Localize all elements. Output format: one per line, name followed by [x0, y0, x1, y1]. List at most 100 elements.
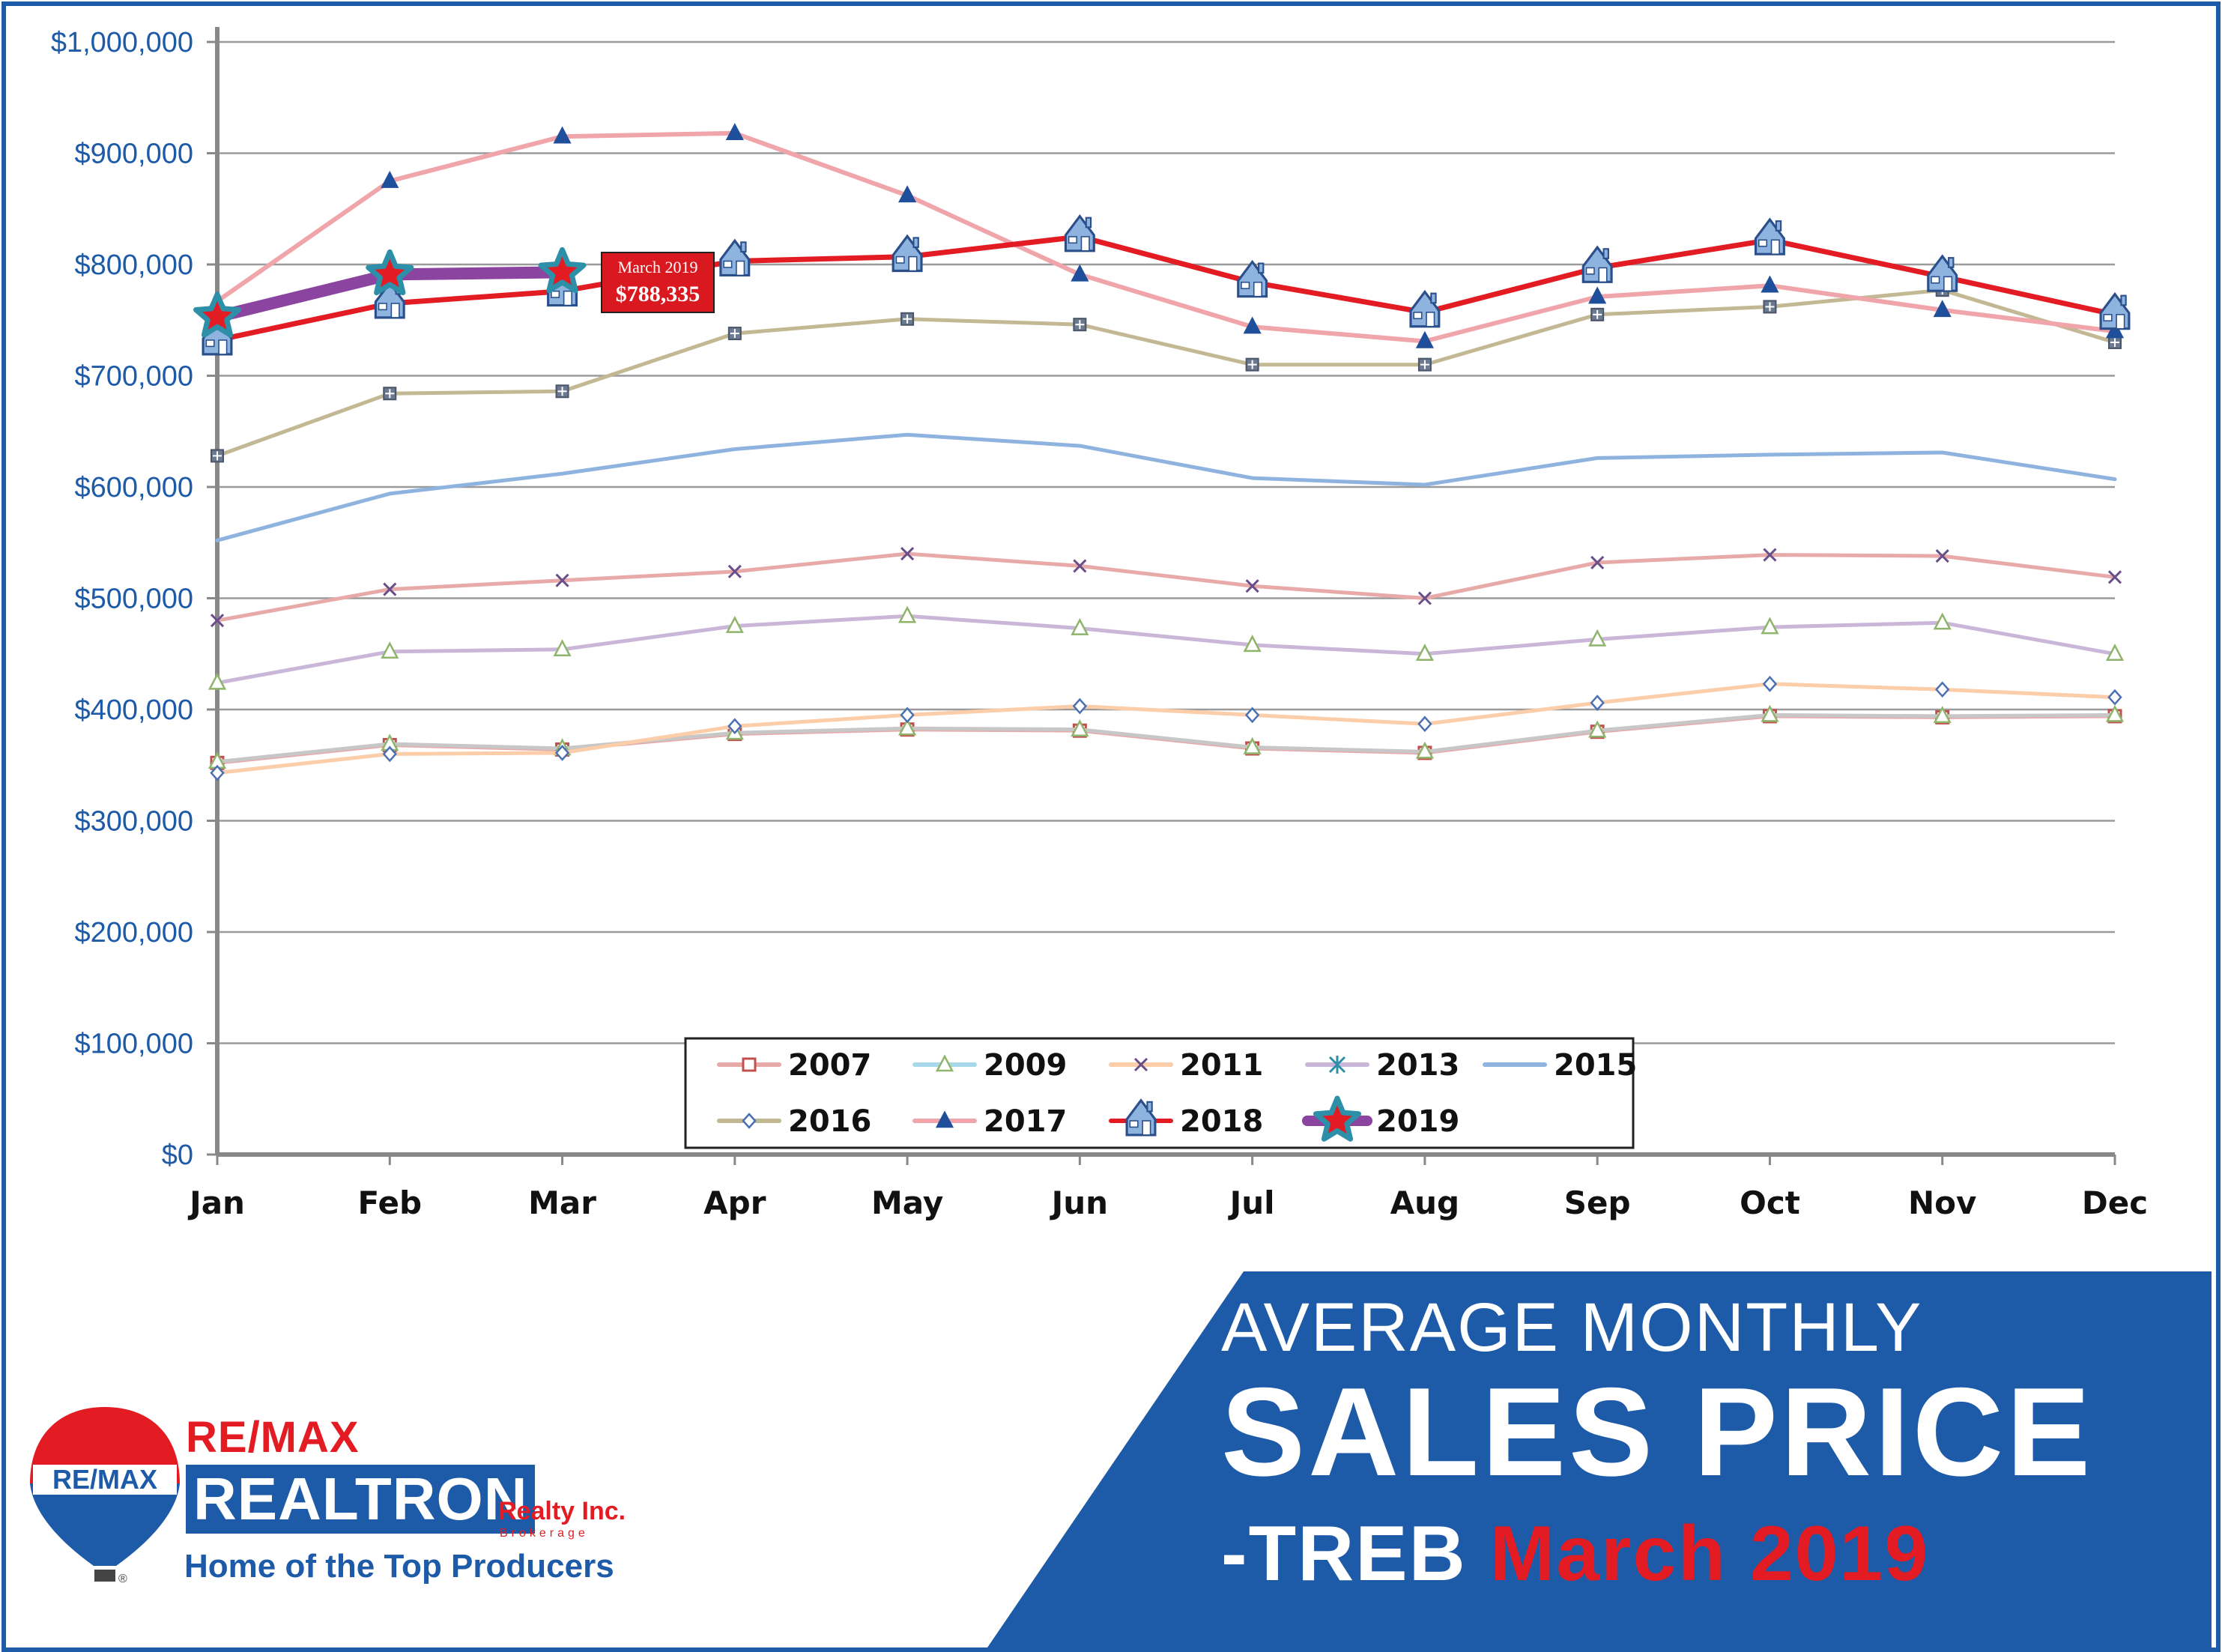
- house-door: [908, 255, 918, 272]
- legend-label: 2017: [984, 1104, 1067, 1139]
- balloon-bottom-blue: [30, 1483, 180, 1566]
- data-point-2018: [898, 185, 917, 203]
- balloon-text: RE/MAX: [52, 1464, 157, 1495]
- data-point-2017-cross: [1075, 320, 1085, 330]
- house-chimney: [1085, 217, 1092, 229]
- series-2017: [211, 283, 2122, 463]
- data-point-2019: [719, 238, 751, 277]
- x-tick-label: Jan: [187, 1184, 245, 1221]
- registered-mark: ®: [118, 1573, 127, 1585]
- data-point-2017-cross: [1247, 360, 1257, 369]
- data-point-2011: [210, 764, 225, 781]
- data-point-2015: [900, 547, 915, 561]
- data-point-2011: [1590, 695, 1605, 711]
- data-point-2018: [2105, 321, 2125, 339]
- x-tick-label: Nov: [1908, 1184, 1976, 1221]
- star-shape: [193, 291, 241, 338]
- house-chimney: [1430, 292, 1437, 304]
- data-point-2009: [1243, 736, 1262, 754]
- house-chimney: [1257, 262, 1265, 274]
- x-stroke: [555, 573, 569, 587]
- data-point-2018: [1588, 286, 1607, 304]
- data-point-2011: [727, 718, 742, 735]
- y-tick-label: $500,000: [75, 584, 194, 615]
- x-tick-label: Mar: [528, 1184, 596, 1221]
- legend-marker: [935, 1110, 954, 1128]
- legend-item-2018: 2018: [1109, 1098, 1263, 1139]
- y-tick-label: $700,000: [75, 361, 194, 393]
- x-stroke: [900, 547, 915, 561]
- legend-marker: [1328, 1056, 1346, 1074]
- data-point-2013: [725, 615, 744, 633]
- data-point-2015: [1935, 549, 1949, 563]
- house-chimney: [1146, 1101, 1153, 1113]
- balloon-middle-white: [33, 1465, 177, 1495]
- data-point-2009: [1761, 704, 1779, 722]
- balloon-basket: [94, 1570, 115, 1582]
- data-point-2019-current: [193, 291, 241, 338]
- data-point-2009: [1933, 706, 1952, 724]
- x-axis-tick-labels: Jan Feb Mar Apr May Jun Jul Aug Sep Oct Nov Dec: [187, 1184, 2148, 1221]
- legend-item-2017: 2017: [912, 1104, 1067, 1139]
- house-window: [1585, 267, 1595, 275]
- data-point-2017-cross: [730, 329, 739, 339]
- star-shape: [538, 246, 587, 294]
- house-door: [1080, 236, 1090, 252]
- data-point-2011: [554, 745, 570, 761]
- grid-lines: [217, 40, 2115, 1044]
- data-point-2019: [1927, 254, 1958, 292]
- data-point-2011: [1417, 715, 1432, 733]
- x-stroke: [1935, 549, 1949, 563]
- title-line-3-prefix: -TREB: [1221, 1510, 1467, 1597]
- balloon-icon: RE/MAX ®: [30, 1407, 180, 1585]
- legend-label: 2013: [1376, 1048, 1459, 1083]
- data-point-2019-current: [366, 249, 414, 296]
- series-2013: [208, 605, 2125, 690]
- banner-shape: [987, 1271, 2212, 1648]
- legend-item-2007: 2007: [717, 1048, 871, 1083]
- x-stroke: [1590, 555, 1605, 570]
- data-point-2015: [1245, 579, 1259, 593]
- house-chimney: [1775, 220, 1782, 232]
- data-point-2009: [1588, 720, 1607, 738]
- x-stroke: [383, 582, 397, 596]
- data-point-2015: [1417, 591, 1432, 605]
- house-door: [390, 303, 400, 318]
- data-point-2011: [1072, 698, 1088, 715]
- x-tick-label: Jun: [1050, 1184, 1108, 1221]
- remax-wordmark: RE/MAX: [186, 1413, 360, 1462]
- data-point-2019: [1237, 259, 1268, 298]
- y-tick-label: $600,000: [75, 472, 194, 503]
- house-window: [723, 260, 733, 268]
- house-window: [2103, 314, 2113, 322]
- legend-label: 2011: [1180, 1048, 1263, 1083]
- y-tick-label: $100,000: [75, 1029, 194, 1060]
- series-2015: [210, 547, 2122, 628]
- house-chimney: [2120, 294, 2127, 306]
- data-point-2018: [1243, 316, 1262, 334]
- data-point-2013: [208, 672, 227, 690]
- data-point-2013: [2105, 644, 2125, 661]
- series-line-2018: [215, 130, 2117, 344]
- series-line-2017: [215, 288, 2117, 458]
- house-window: [1758, 239, 1768, 247]
- data-point-2013: [1415, 644, 1434, 661]
- tagline: Home of the Top Producers: [184, 1548, 614, 1585]
- house-door: [1943, 276, 1953, 292]
- house-chimney: [1602, 248, 1609, 259]
- y-tick-label: $800,000: [75, 249, 194, 281]
- legend-marker: [742, 1057, 757, 1072]
- data-point-2017-cross: [1593, 309, 1602, 319]
- legend-marker: [1125, 1098, 1157, 1137]
- data-point-2017-cross: [1420, 360, 1429, 369]
- series-group: [193, 123, 2131, 781]
- data-point-2013: [1588, 629, 1607, 647]
- series-line-2011: [215, 682, 2117, 775]
- house-door: [1426, 312, 1435, 327]
- data-point-2013: [1243, 635, 1262, 653]
- series-2011: [210, 675, 2122, 781]
- data-point-2018: [1761, 275, 1779, 293]
- data-point-2017-cross: [1765, 302, 1775, 312]
